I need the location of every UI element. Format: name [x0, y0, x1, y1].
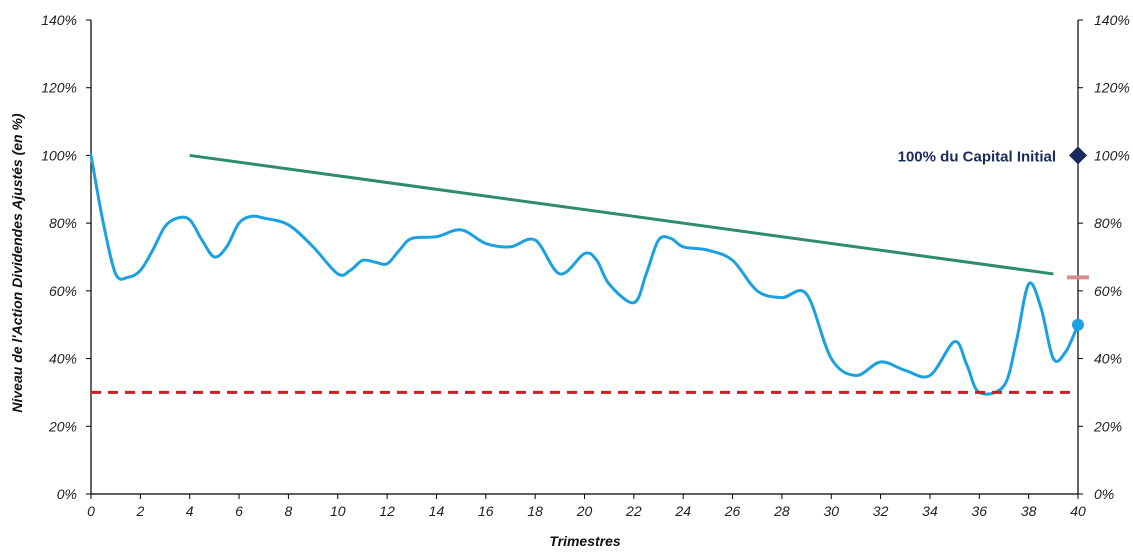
y-right-tick-label: 140% — [1094, 12, 1130, 28]
x-tick-label: 6 — [235, 503, 243, 519]
decreasing-barrier-line — [189, 153, 1054, 276]
y-right-tick-label: 80% — [1094, 215, 1122, 231]
y-left-tick-label: 140% — [41, 12, 77, 28]
x-tick-label: 32 — [873, 503, 889, 519]
x-tick-label: 12 — [379, 503, 395, 519]
y-left-tick-label: 80% — [49, 215, 77, 231]
final-level-marker — [1072, 318, 1084, 331]
stock-level-line — [89, 153, 1080, 396]
x-tick-label: 34 — [922, 503, 938, 519]
x-tick-label: 30 — [823, 503, 839, 519]
y-left-tick-label: 60% — [49, 283, 77, 299]
x-tick-label: 18 — [527, 503, 543, 519]
x-tick-label: 16 — [478, 503, 494, 519]
x-tick-label: 2 — [135, 503, 144, 519]
x-axis-title: Trimestres — [549, 533, 621, 549]
y-right-tick-label: 120% — [1094, 80, 1130, 96]
x-tick-label: 36 — [972, 503, 988, 519]
y-right-tick-label: 100% — [1094, 147, 1130, 163]
capital-annotation: 100% du Capital Initial — [898, 148, 1056, 165]
capital-marker — [1069, 146, 1087, 165]
ticks: 0 2 4 6 8 10 12 14 16 18 20 22 24 26 28 30 32 34 36 38 400%2… — [41, 12, 1130, 519]
x-tick-label: 10 — [330, 503, 346, 519]
y-right-tick-label: 40% — [1094, 351, 1122, 367]
y-left-tick-label: 0% — [57, 486, 77, 502]
x-tick-label: 24 — [674, 503, 691, 519]
x-tick-label: 22 — [625, 503, 642, 519]
x-tick-label: 38 — [1021, 503, 1037, 519]
x-tick-label: 26 — [724, 503, 741, 519]
markers-group — [1067, 146, 1089, 331]
y-right-tick-label: 0% — [1094, 486, 1114, 502]
x-tick-label: 8 — [285, 503, 293, 519]
y-left-tick-label: 20% — [48, 418, 77, 434]
x-tick-label: 0 — [87, 503, 95, 519]
y-left-tick-label: 100% — [41, 147, 77, 163]
series-group — [89, 153, 1080, 396]
x-tick-label: 4 — [186, 503, 194, 519]
x-tick-label: 28 — [773, 503, 790, 519]
y-left-tick-label: 40% — [49, 351, 77, 367]
x-tick-label: 14 — [429, 503, 445, 519]
x-tick-label: 40 — [1070, 503, 1086, 519]
y-axis-title: Niveau de l'Action Dividendes Ajustés (e… — [9, 113, 25, 413]
x-tick-label: 20 — [576, 503, 593, 519]
y-right-tick-label: 60% — [1094, 283, 1122, 299]
y-left-tick-label: 120% — [41, 80, 77, 96]
y-right-tick-label: 20% — [1093, 418, 1122, 434]
